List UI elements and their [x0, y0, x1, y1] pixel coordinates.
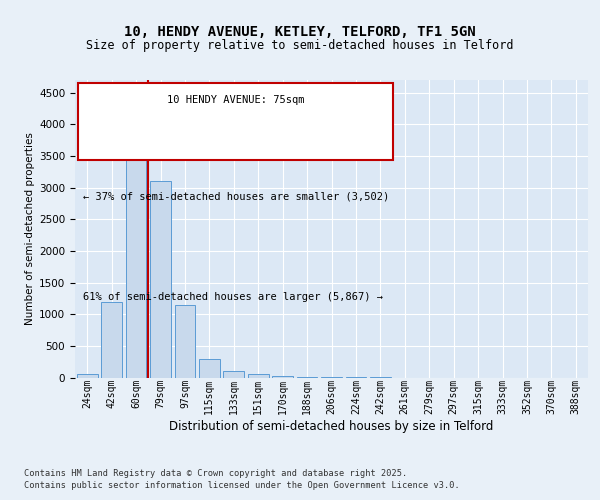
Text: 10, HENDY AVENUE, KETLEY, TELFORD, TF1 5GN: 10, HENDY AVENUE, KETLEY, TELFORD, TF1 5… [124, 26, 476, 40]
FancyBboxPatch shape [77, 83, 393, 160]
Text: 61% of semi-detached houses are larger (5,867) →: 61% of semi-detached houses are larger (… [83, 292, 383, 302]
Bar [175, 304, 196, 378]
Y-axis label: Number of semi-detached properties: Number of semi-detached properties [25, 132, 35, 325]
X-axis label: Distribution of semi-detached houses by size in Telford: Distribution of semi-detached houses by … [169, 420, 494, 432]
Text: Contains public sector information licensed under the Open Government Licence v3: Contains public sector information licen… [24, 482, 460, 490]
Bar [272, 376, 293, 378]
Bar [199, 358, 220, 378]
Text: Contains HM Land Registry data © Crown copyright and database right 2025.: Contains HM Land Registry data © Crown c… [24, 470, 407, 478]
Bar [101, 302, 122, 378]
Bar [150, 182, 171, 378]
Text: 10 HENDY AVENUE: 75sqm: 10 HENDY AVENUE: 75sqm [167, 95, 304, 105]
Bar [296, 377, 317, 378]
Bar [77, 374, 98, 378]
Bar [223, 371, 244, 378]
Text: Size of property relative to semi-detached houses in Telford: Size of property relative to semi-detach… [86, 40, 514, 52]
Bar [125, 153, 146, 378]
Text: ← 37% of semi-detached houses are smaller (3,502): ← 37% of semi-detached houses are smalle… [83, 191, 389, 201]
Bar [248, 374, 269, 378]
